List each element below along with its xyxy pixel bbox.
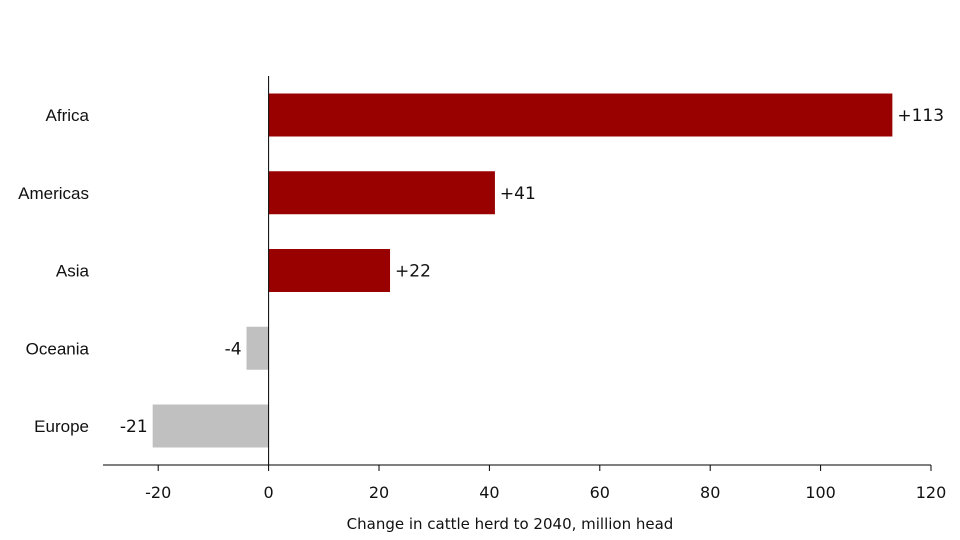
bar-africa <box>268 93 893 137</box>
bar-asia <box>268 249 391 292</box>
x-tick-label-40: 40 <box>479 483 499 502</box>
data-label-asia: +22 <box>395 262 431 282</box>
bars-group <box>152 93 893 448</box>
x-tick-label-0: 0 <box>264 483 274 502</box>
x-axis: -20 0 20 40 60 80 100 120 <box>103 464 947 502</box>
x-tick-label-80: 80 <box>700 483 720 502</box>
x-tick-label--20: -20 <box>145 483 171 502</box>
x-axis-title: Change in cattle herd to 2040, million h… <box>347 515 674 533</box>
x-tick-label-120: 120 <box>916 483 947 502</box>
category-label-europe: Europe <box>34 417 89 436</box>
bar-americas <box>268 171 495 215</box>
category-label-asia: Asia <box>56 262 90 281</box>
x-tick-label-100: 100 <box>805 483 836 502</box>
data-label-oceania: -4 <box>225 339 242 359</box>
bar-europe <box>152 404 269 448</box>
category-label-oceania: Oceania <box>26 339 90 358</box>
bar-oceania <box>246 326 269 370</box>
category-label-americas: Americas <box>18 184 89 203</box>
data-labels: +113 +41 +22 -4 -21 <box>120 106 944 437</box>
category-labels: Africa Americas Asia Oceania Europe <box>18 106 89 436</box>
data-label-africa: +113 <box>897 106 944 126</box>
x-tick-label-20: 20 <box>369 483 389 502</box>
data-label-americas: +41 <box>500 184 536 204</box>
data-label-europe: -21 <box>120 417 148 437</box>
x-tick-label-60: 60 <box>590 483 610 502</box>
category-label-africa: Africa <box>46 106 90 125</box>
